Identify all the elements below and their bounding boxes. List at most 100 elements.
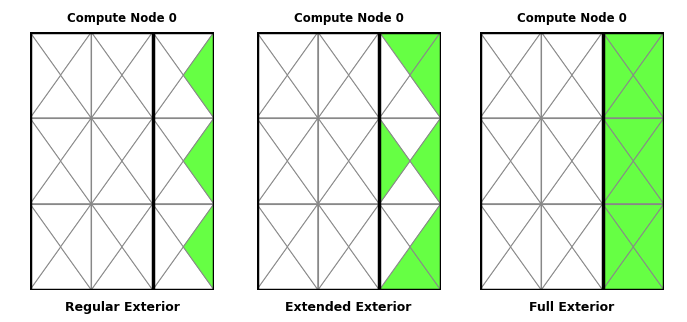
Polygon shape [379,247,440,290]
Polygon shape [541,118,602,161]
Polygon shape [91,32,122,118]
Polygon shape [480,204,541,247]
Polygon shape [480,118,541,161]
Polygon shape [91,118,122,204]
Polygon shape [510,204,541,290]
Polygon shape [602,118,664,161]
Polygon shape [633,204,664,290]
Polygon shape [30,161,91,204]
Polygon shape [91,204,153,247]
Polygon shape [379,32,410,118]
Polygon shape [30,32,60,118]
Polygon shape [480,118,510,204]
Polygon shape [60,204,91,290]
Polygon shape [60,118,91,204]
Polygon shape [257,161,318,204]
Polygon shape [602,161,664,204]
Polygon shape [541,161,602,204]
Polygon shape [602,32,664,75]
Polygon shape [410,32,440,118]
Polygon shape [257,118,318,161]
Polygon shape [257,32,318,75]
Polygon shape [122,118,153,204]
Polygon shape [287,204,318,290]
Polygon shape [30,204,91,247]
Polygon shape [480,247,541,290]
Polygon shape [30,118,60,204]
Polygon shape [91,247,153,290]
Polygon shape [30,32,91,75]
Polygon shape [572,204,602,290]
Polygon shape [480,75,541,118]
Polygon shape [379,118,410,204]
Polygon shape [541,204,602,247]
Polygon shape [257,75,318,118]
Polygon shape [91,75,153,118]
Polygon shape [91,161,153,204]
Polygon shape [602,75,664,118]
Polygon shape [602,247,664,290]
Polygon shape [153,32,183,118]
Polygon shape [153,75,214,118]
Text: Compute Node 0: Compute Node 0 [294,12,403,25]
Polygon shape [379,204,440,247]
Polygon shape [572,118,602,204]
Polygon shape [122,32,153,118]
Polygon shape [257,204,287,290]
Polygon shape [410,204,440,290]
Polygon shape [318,75,379,118]
Text: Compute Node 0: Compute Node 0 [67,12,177,25]
Polygon shape [602,118,633,204]
Polygon shape [349,32,379,118]
Polygon shape [318,118,379,161]
Polygon shape [122,204,153,290]
Polygon shape [318,118,349,204]
Polygon shape [541,32,572,118]
Polygon shape [91,118,153,161]
Polygon shape [153,161,214,204]
Polygon shape [602,204,633,290]
Polygon shape [541,247,602,290]
Polygon shape [257,247,318,290]
Polygon shape [153,204,183,290]
Polygon shape [541,75,602,118]
Polygon shape [30,75,91,118]
Polygon shape [30,118,91,161]
Text: Full Exterior: Full Exterior [529,301,615,314]
Polygon shape [379,161,440,204]
Polygon shape [30,204,60,290]
Polygon shape [153,204,214,247]
Polygon shape [572,32,602,118]
Polygon shape [349,118,379,204]
Polygon shape [379,118,440,161]
Text: Regular Exterior: Regular Exterior [65,301,179,314]
Polygon shape [30,247,91,290]
Polygon shape [318,32,379,75]
Polygon shape [287,118,318,204]
Polygon shape [183,204,214,290]
Polygon shape [480,204,510,290]
Polygon shape [379,75,440,118]
Polygon shape [91,204,122,290]
Polygon shape [480,32,541,75]
Text: Compute Node 0: Compute Node 0 [517,12,627,25]
Polygon shape [257,32,287,118]
Polygon shape [287,32,318,118]
Polygon shape [541,32,602,75]
Polygon shape [410,118,440,204]
Polygon shape [480,161,541,204]
Polygon shape [602,204,664,247]
Polygon shape [480,32,510,118]
Polygon shape [183,118,214,204]
Polygon shape [633,32,664,118]
Text: Extended Exterior: Extended Exterior [286,301,412,314]
Polygon shape [153,118,183,204]
Polygon shape [510,32,541,118]
Polygon shape [379,204,410,290]
Polygon shape [318,161,379,204]
Polygon shape [602,32,633,118]
Polygon shape [183,32,214,118]
Polygon shape [91,32,153,75]
Polygon shape [349,204,379,290]
Polygon shape [257,118,287,204]
